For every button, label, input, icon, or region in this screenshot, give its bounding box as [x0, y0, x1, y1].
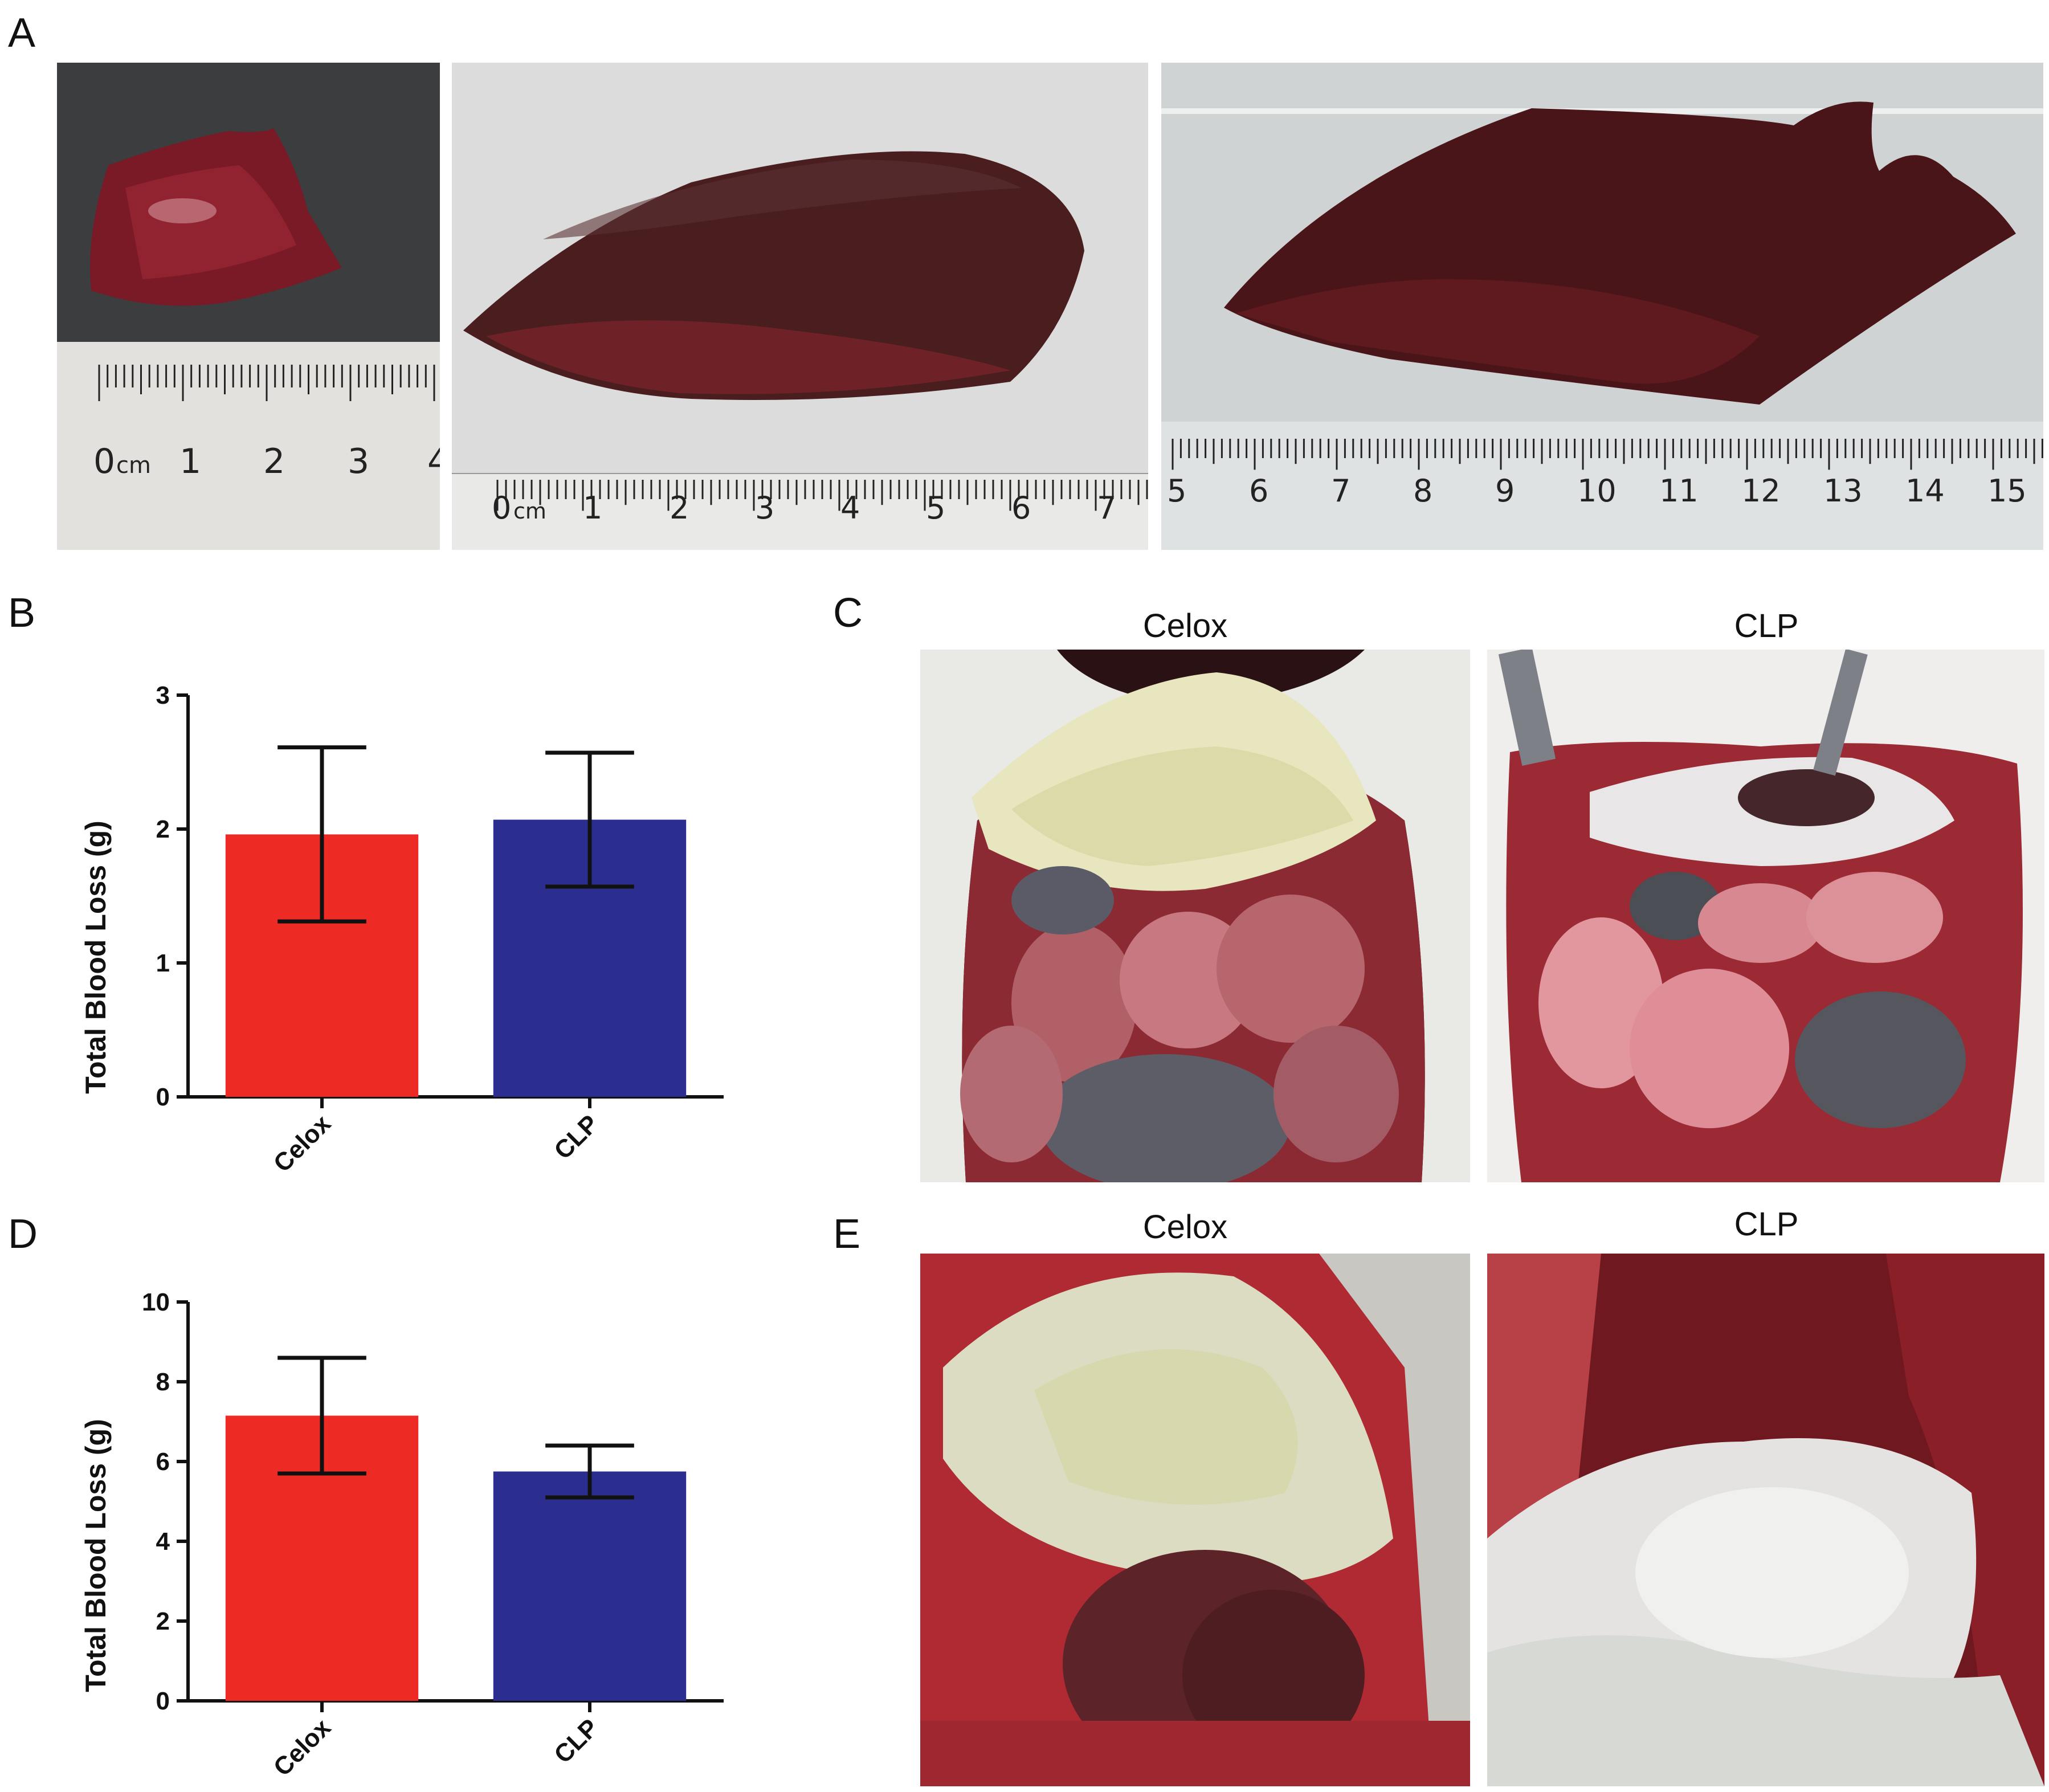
chart-d-ylabel: Total Blood Loss (g): [80, 1419, 112, 1692]
ruler-label-zero: 0: [492, 490, 511, 526]
ruler-label-1: 1: [179, 442, 201, 481]
ruler-label-6: 6: [1011, 490, 1031, 526]
abdomen-photo-clp-e: [1487, 1254, 2044, 1786]
ruler-label-cm: cm: [513, 499, 546, 524]
ruler-label-13: 13: [1823, 473, 1863, 509]
photo-e-left-title: Celox: [1142, 1209, 1228, 1246]
liver-photo-small: 0 cm 1 2 3 4: [57, 63, 440, 550]
bar-chart-b: Total Blood Loss (g) 0 1 2 3 Celox CLP: [80, 681, 724, 1174]
ruler-label-14: 14: [1905, 473, 1945, 509]
chart-b: Total Blood Loss (g) 0 1 2 3 Celox CLP: [68, 672, 781, 1174]
chart-b-y-tick-label: 0: [156, 1083, 170, 1111]
ruler-label-5: 5: [1167, 473, 1186, 509]
ruler-label-3: 3: [348, 442, 369, 481]
panel-letter-d: D: [8, 1211, 38, 1257]
chart-d: Total Blood Loss (g) 0 2 4 6 8 10 Celox CLP: [68, 1282, 781, 1789]
abdomen-photo-clp-c: [1487, 650, 2044, 1182]
chart-b-x-tick-label: Celox: [268, 1109, 337, 1174]
ruler-label-9: 9: [1495, 473, 1515, 509]
ruler-label-7: 7: [1331, 473, 1350, 509]
bar-chart-d: Total Blood Loss (g) 0 2 4 6 8 10 Celox CLP: [80, 1288, 724, 1782]
ruler-label-2: 2: [263, 442, 285, 481]
liver-photo-large: 5 6 7 8 9 10 11 12 13 14 15: [1161, 63, 2043, 550]
chart-b-ylabel: Total Blood Loss (g): [80, 821, 112, 1094]
chart-d-x-tick-label: CLP: [549, 1713, 604, 1769]
chart-d-y-tick-label: 8: [156, 1368, 170, 1396]
ruler-label-5: 5: [926, 490, 945, 526]
chart-d-y-tick-label: 4: [156, 1528, 170, 1556]
ruler-label-4: 4: [840, 490, 860, 526]
ruler-label-15: 15: [1987, 473, 2027, 509]
ruler-label-4: 4: [427, 442, 440, 481]
ruler-label-7: 7: [1097, 490, 1116, 526]
chart-d-x-tick-label: Celox: [268, 1713, 337, 1782]
ruler-label-1: 1: [583, 490, 602, 526]
chart-b-y-tick-label: 3: [156, 681, 170, 709]
abdomen-photo-celox-e: [920, 1254, 1470, 1786]
panel-letter-c: C: [833, 590, 863, 636]
photo-c-right-title: CLP: [1734, 607, 1799, 644]
ruler-label-12: 12: [1741, 473, 1781, 509]
chart-d-y-tick-label: 0: [156, 1687, 170, 1715]
photo-e-right-title: CLP: [1734, 1206, 1799, 1243]
ruler-label-cm: cm: [116, 452, 151, 479]
abdomen-photo-celox-c: [920, 650, 1470, 1182]
chart-d-y-tick-label: 2: [156, 1607, 170, 1635]
ruler-label-10: 10: [1577, 473, 1617, 509]
panel-letter-b: B: [8, 590, 36, 636]
ruler-label-zero: 0: [93, 442, 115, 481]
ruler-label-8: 8: [1413, 473, 1432, 509]
ruler-label-3: 3: [755, 490, 774, 526]
chart-b-x-tick-label: CLP: [549, 1109, 604, 1165]
panel-letter-a: A: [8, 10, 36, 56]
panel-letter-e: E: [833, 1211, 861, 1257]
photo-c-left-title: Celox: [1142, 607, 1228, 644]
chart-b-y-tick-label: 2: [156, 815, 170, 843]
ruler-label-6: 6: [1249, 473, 1268, 509]
chart-d-y-tick-label: 6: [156, 1448, 170, 1476]
chart-d-bar-clp: [493, 1471, 687, 1701]
ruler-label-11: 11: [1659, 473, 1699, 509]
ruler-label-2: 2: [670, 490, 689, 526]
chart-b-y-tick-label: 1: [156, 949, 170, 977]
chart-d-y-tick-label: 10: [142, 1288, 170, 1316]
liver-photo-medium: 0 cm 1 2 3 4 5 6 7: [452, 63, 1148, 550]
